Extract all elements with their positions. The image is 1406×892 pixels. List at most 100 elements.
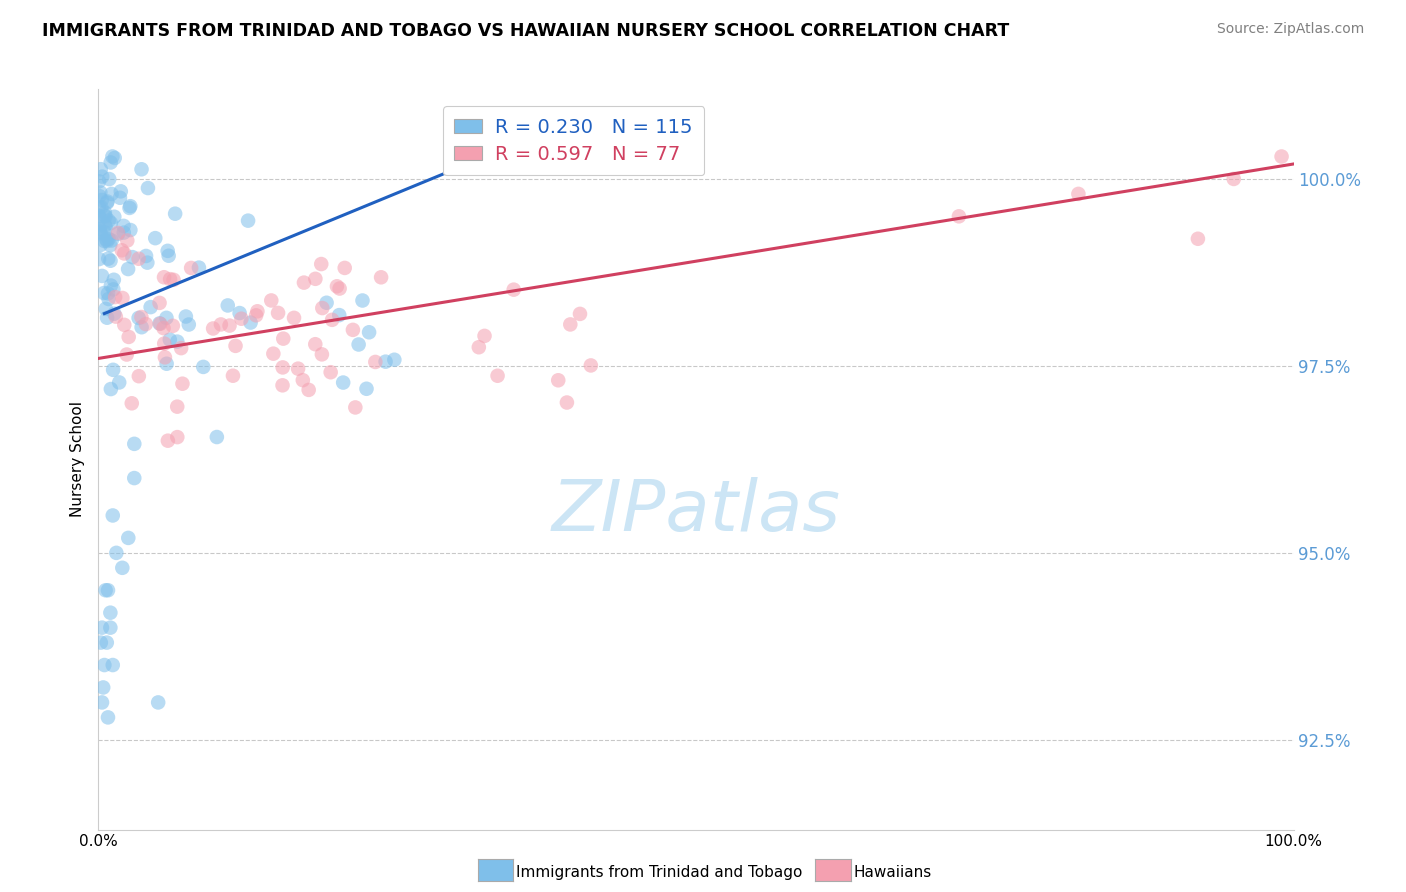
Point xyxy=(139,300,162,314)
Point xyxy=(98,172,121,186)
Point xyxy=(152,321,174,335)
Point xyxy=(319,365,342,379)
Point xyxy=(202,321,225,335)
Point xyxy=(228,306,250,320)
Point xyxy=(97,232,120,246)
Point xyxy=(118,330,141,344)
Point xyxy=(246,304,269,318)
Point xyxy=(94,205,117,219)
Point xyxy=(108,376,131,390)
Point xyxy=(315,295,337,310)
Point xyxy=(486,368,509,383)
Point xyxy=(287,361,309,376)
Point xyxy=(100,155,122,169)
Point xyxy=(131,162,153,177)
Point xyxy=(100,382,122,396)
Point xyxy=(91,621,114,635)
Point xyxy=(304,272,326,286)
Point xyxy=(344,401,367,415)
Point xyxy=(166,430,188,444)
Point xyxy=(100,278,122,293)
Point xyxy=(136,255,159,269)
Point xyxy=(159,272,181,286)
Point xyxy=(329,281,352,295)
Point xyxy=(97,292,120,306)
Point xyxy=(225,339,247,353)
Point xyxy=(298,383,321,397)
Point xyxy=(96,635,118,649)
Point xyxy=(166,334,188,349)
Point xyxy=(103,282,125,296)
Point xyxy=(98,606,122,620)
Point xyxy=(135,317,157,331)
Point xyxy=(352,293,374,308)
Point xyxy=(115,347,138,361)
Point xyxy=(87,209,110,223)
Point xyxy=(174,310,197,324)
Point xyxy=(328,308,350,322)
Point xyxy=(131,310,153,324)
Point xyxy=(291,373,314,387)
Point xyxy=(382,352,405,367)
Point xyxy=(108,191,131,205)
Point xyxy=(104,290,127,304)
Point xyxy=(148,317,170,331)
Text: Hawaiians: Hawaiians xyxy=(853,865,932,880)
Point xyxy=(170,341,193,355)
Point xyxy=(103,273,125,287)
Point xyxy=(93,225,115,239)
Point xyxy=(283,310,305,325)
Point xyxy=(321,313,343,327)
Point xyxy=(166,400,188,414)
Point xyxy=(91,268,114,283)
Point xyxy=(98,238,121,252)
Point xyxy=(118,201,141,215)
Point xyxy=(94,301,117,316)
Point xyxy=(172,376,194,391)
Point xyxy=(91,681,114,695)
Point xyxy=(155,310,177,325)
Point xyxy=(100,186,122,201)
Point xyxy=(239,316,262,330)
Point xyxy=(260,293,283,308)
Point xyxy=(87,174,110,188)
Point xyxy=(1271,149,1294,163)
Point xyxy=(162,273,184,287)
Point xyxy=(89,186,111,200)
Point xyxy=(93,234,115,248)
Point xyxy=(187,260,209,275)
Point xyxy=(347,337,370,351)
Point xyxy=(326,279,349,293)
Point xyxy=(111,291,134,305)
Point xyxy=(374,354,396,368)
Point xyxy=(101,149,124,163)
Point xyxy=(332,376,354,390)
Point xyxy=(356,382,378,396)
Point xyxy=(309,257,332,271)
Point xyxy=(111,561,134,575)
Legend: R = 0.230   N = 115, R = 0.597   N = 77: R = 0.230 N = 115, R = 0.597 N = 77 xyxy=(443,106,704,176)
Point xyxy=(148,695,170,709)
Point xyxy=(104,310,127,324)
Point xyxy=(112,226,135,240)
Point xyxy=(370,270,392,285)
Point xyxy=(333,260,356,275)
Point xyxy=(153,351,176,365)
Point xyxy=(153,336,176,351)
Point xyxy=(89,222,111,236)
Text: IMMIGRANTS FROM TRINIDAD AND TOBAGO VS HAWAIIAN NURSERY SCHOOL CORRELATION CHART: IMMIGRANTS FROM TRINIDAD AND TOBAGO VS H… xyxy=(42,22,1010,40)
Point xyxy=(98,621,122,635)
Point xyxy=(120,223,142,237)
Point xyxy=(112,246,135,260)
Point xyxy=(267,306,290,320)
Text: ZIPatlas: ZIPatlas xyxy=(551,476,841,546)
Point xyxy=(96,232,118,246)
Point xyxy=(100,234,122,248)
Point xyxy=(107,227,129,241)
Point xyxy=(121,396,143,410)
Point xyxy=(364,355,387,369)
Point xyxy=(87,200,110,214)
Point xyxy=(205,430,228,444)
Text: Immigrants from Trinidad and Tobago: Immigrants from Trinidad and Tobago xyxy=(516,865,803,880)
Point xyxy=(135,249,157,263)
